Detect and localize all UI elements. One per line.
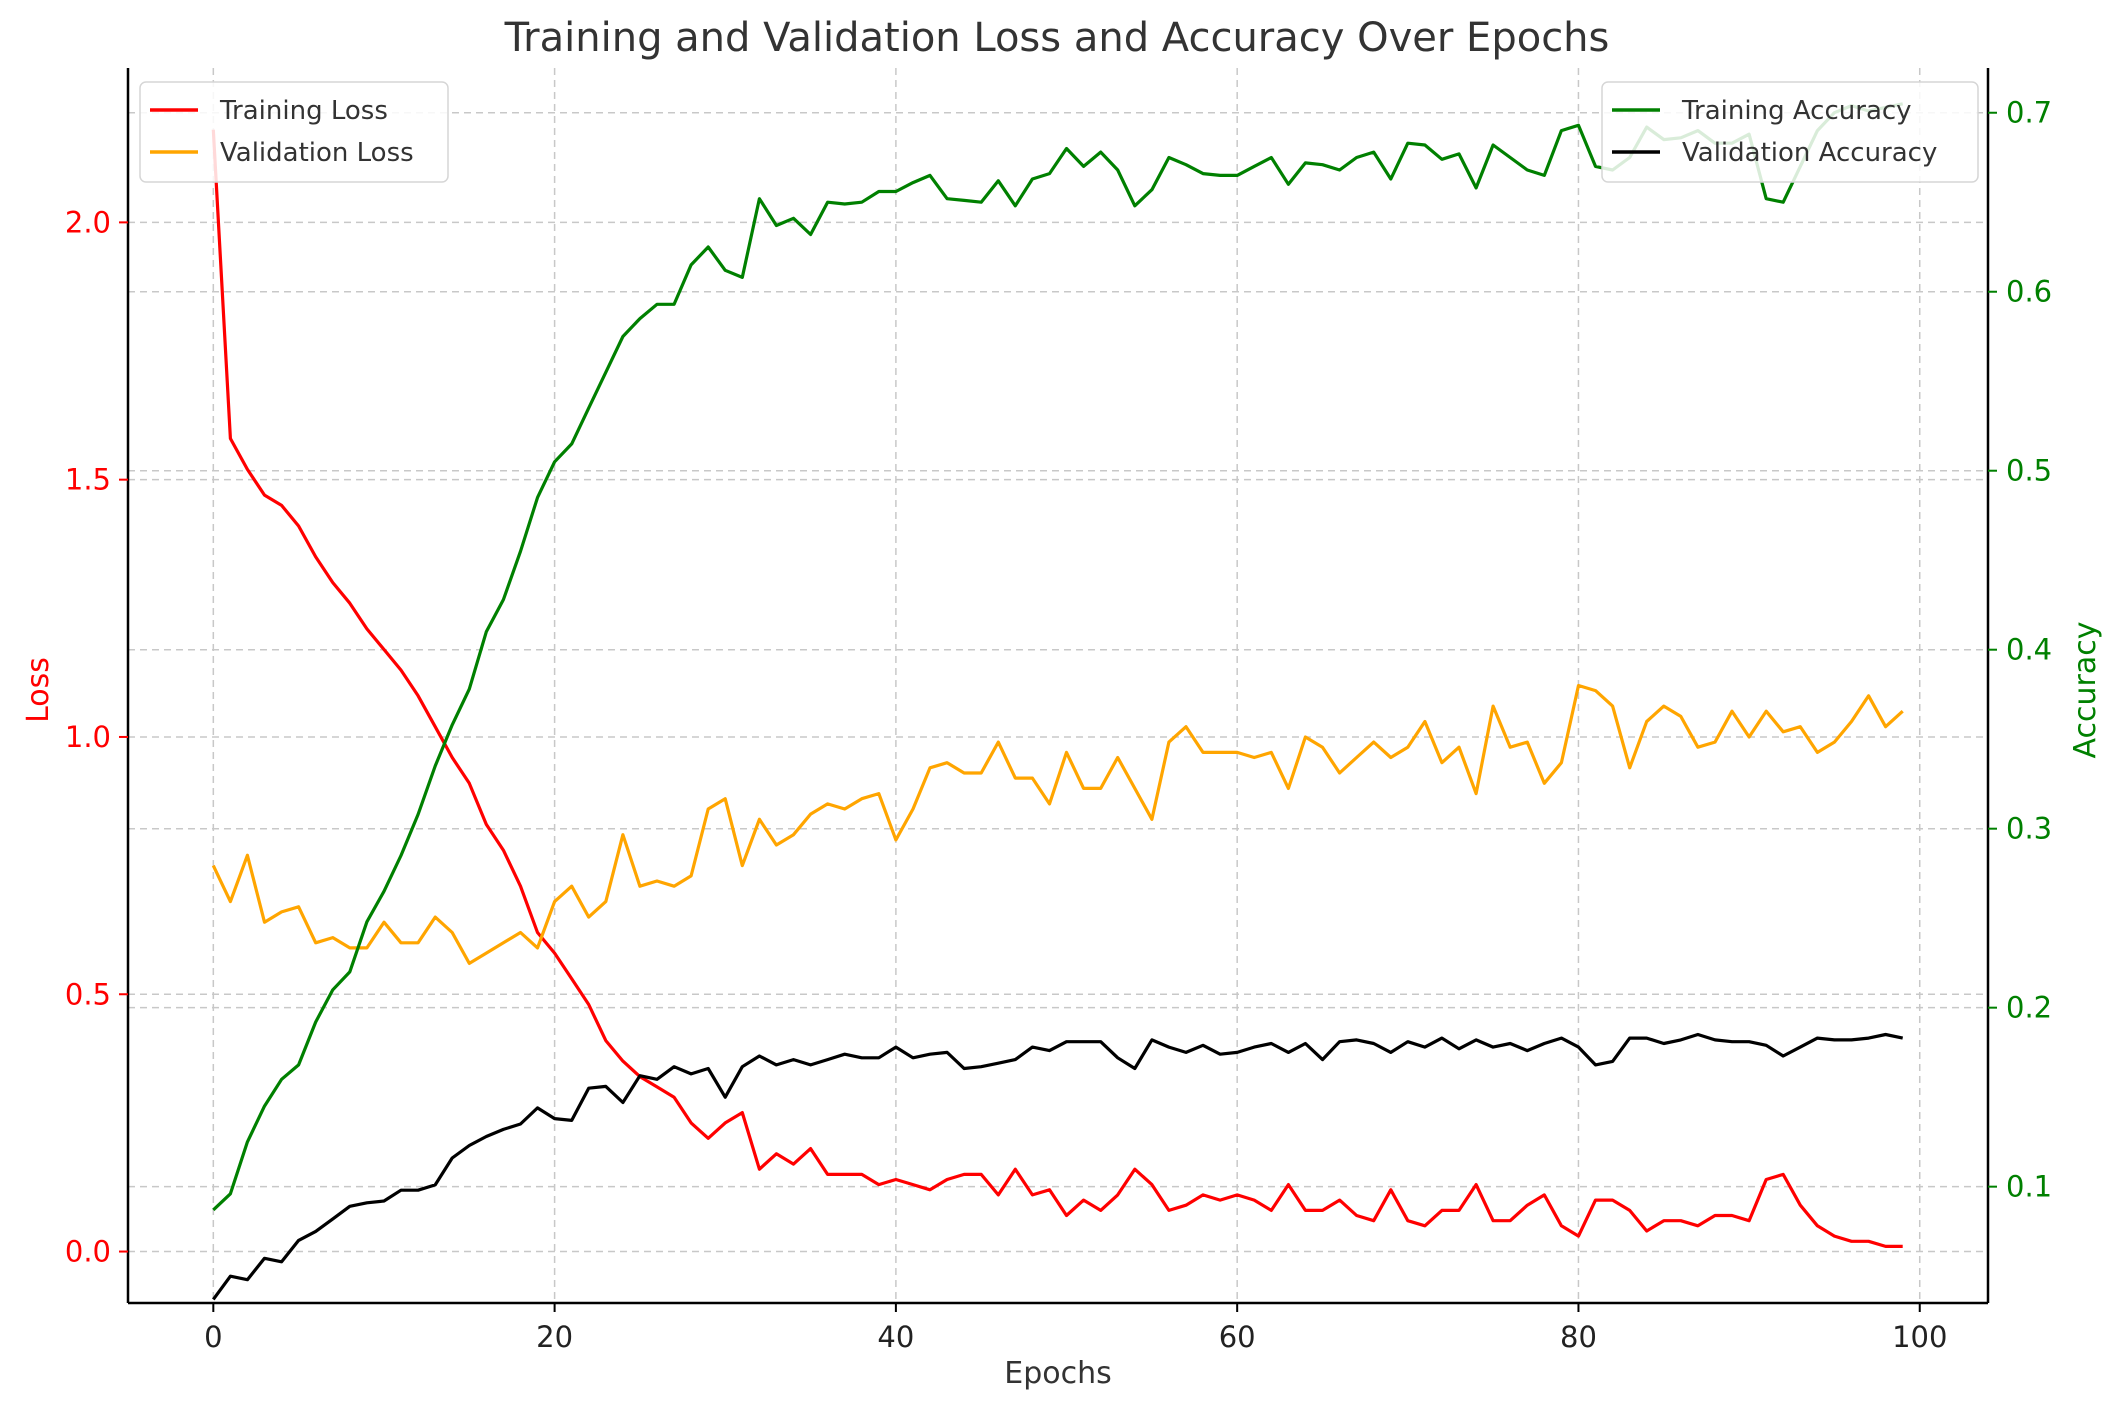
legend-label: Training Loss xyxy=(219,96,388,126)
y-tick-label-loss: 0.5 xyxy=(65,977,111,1011)
y-tick-label-accuracy: 0.5 xyxy=(2006,454,2052,488)
y-tick-label-accuracy: 0.7 xyxy=(2006,96,2052,130)
series-line-validation-loss xyxy=(211,683,1904,966)
legend-box xyxy=(139,81,449,183)
x-tick-label: 0 xyxy=(204,1320,222,1354)
series-line-validation-accuracy xyxy=(212,1032,1904,1301)
axes-layer xyxy=(126,68,1990,1305)
legend-loss: Training Loss Validation Loss xyxy=(139,81,449,183)
ticks-layer: 0 20 40 60 80 100 0.0 0.5 1.0 1.5 2.0 0.1 0.2 0.3 0.4 0… xyxy=(65,96,2052,1354)
legend-box xyxy=(1601,81,1979,183)
y-tick-label-loss: 1.5 xyxy=(65,463,111,497)
legend-accuracy: Training Accuracy Validation Accuracy xyxy=(1601,81,1979,183)
series-line-training-loss xyxy=(211,129,1903,1249)
legend-label: Training Accuracy xyxy=(1681,96,1912,126)
x-tick-label: 20 xyxy=(536,1320,573,1354)
x-tick-label: 40 xyxy=(877,1320,914,1354)
y-tick-label-accuracy: 0.3 xyxy=(2006,812,2052,846)
x-tick-label: 60 xyxy=(1219,1320,1256,1354)
legend-label: Validation Loss xyxy=(220,138,414,168)
y-tick-label-loss: 2.0 xyxy=(65,205,111,239)
x-tick-label: 100 xyxy=(1892,1320,1947,1354)
chart-title: Training and Validation Loss and Accurac… xyxy=(504,15,1610,61)
grid-layer xyxy=(128,68,1988,1303)
y-tick-label-accuracy: 0.1 xyxy=(2006,1170,2052,1204)
y-tick-label-accuracy: 0.2 xyxy=(2006,991,2052,1025)
y-tick-label-accuracy: 0.6 xyxy=(2006,275,2052,309)
y-tick-label-loss: 0.0 xyxy=(65,1235,111,1269)
x-tick-label: 80 xyxy=(1560,1320,1597,1354)
y-axis-label-loss: Loss xyxy=(21,657,56,723)
y-tick-label-accuracy: 0.4 xyxy=(2006,633,2052,667)
legend-label: Validation Accuracy xyxy=(1682,138,1937,168)
y-axis-label-accuracy: Accuracy xyxy=(2068,622,2103,759)
x-axis-label: Epochs xyxy=(1004,1356,1112,1391)
y-tick-label-loss: 1.0 xyxy=(65,720,111,754)
